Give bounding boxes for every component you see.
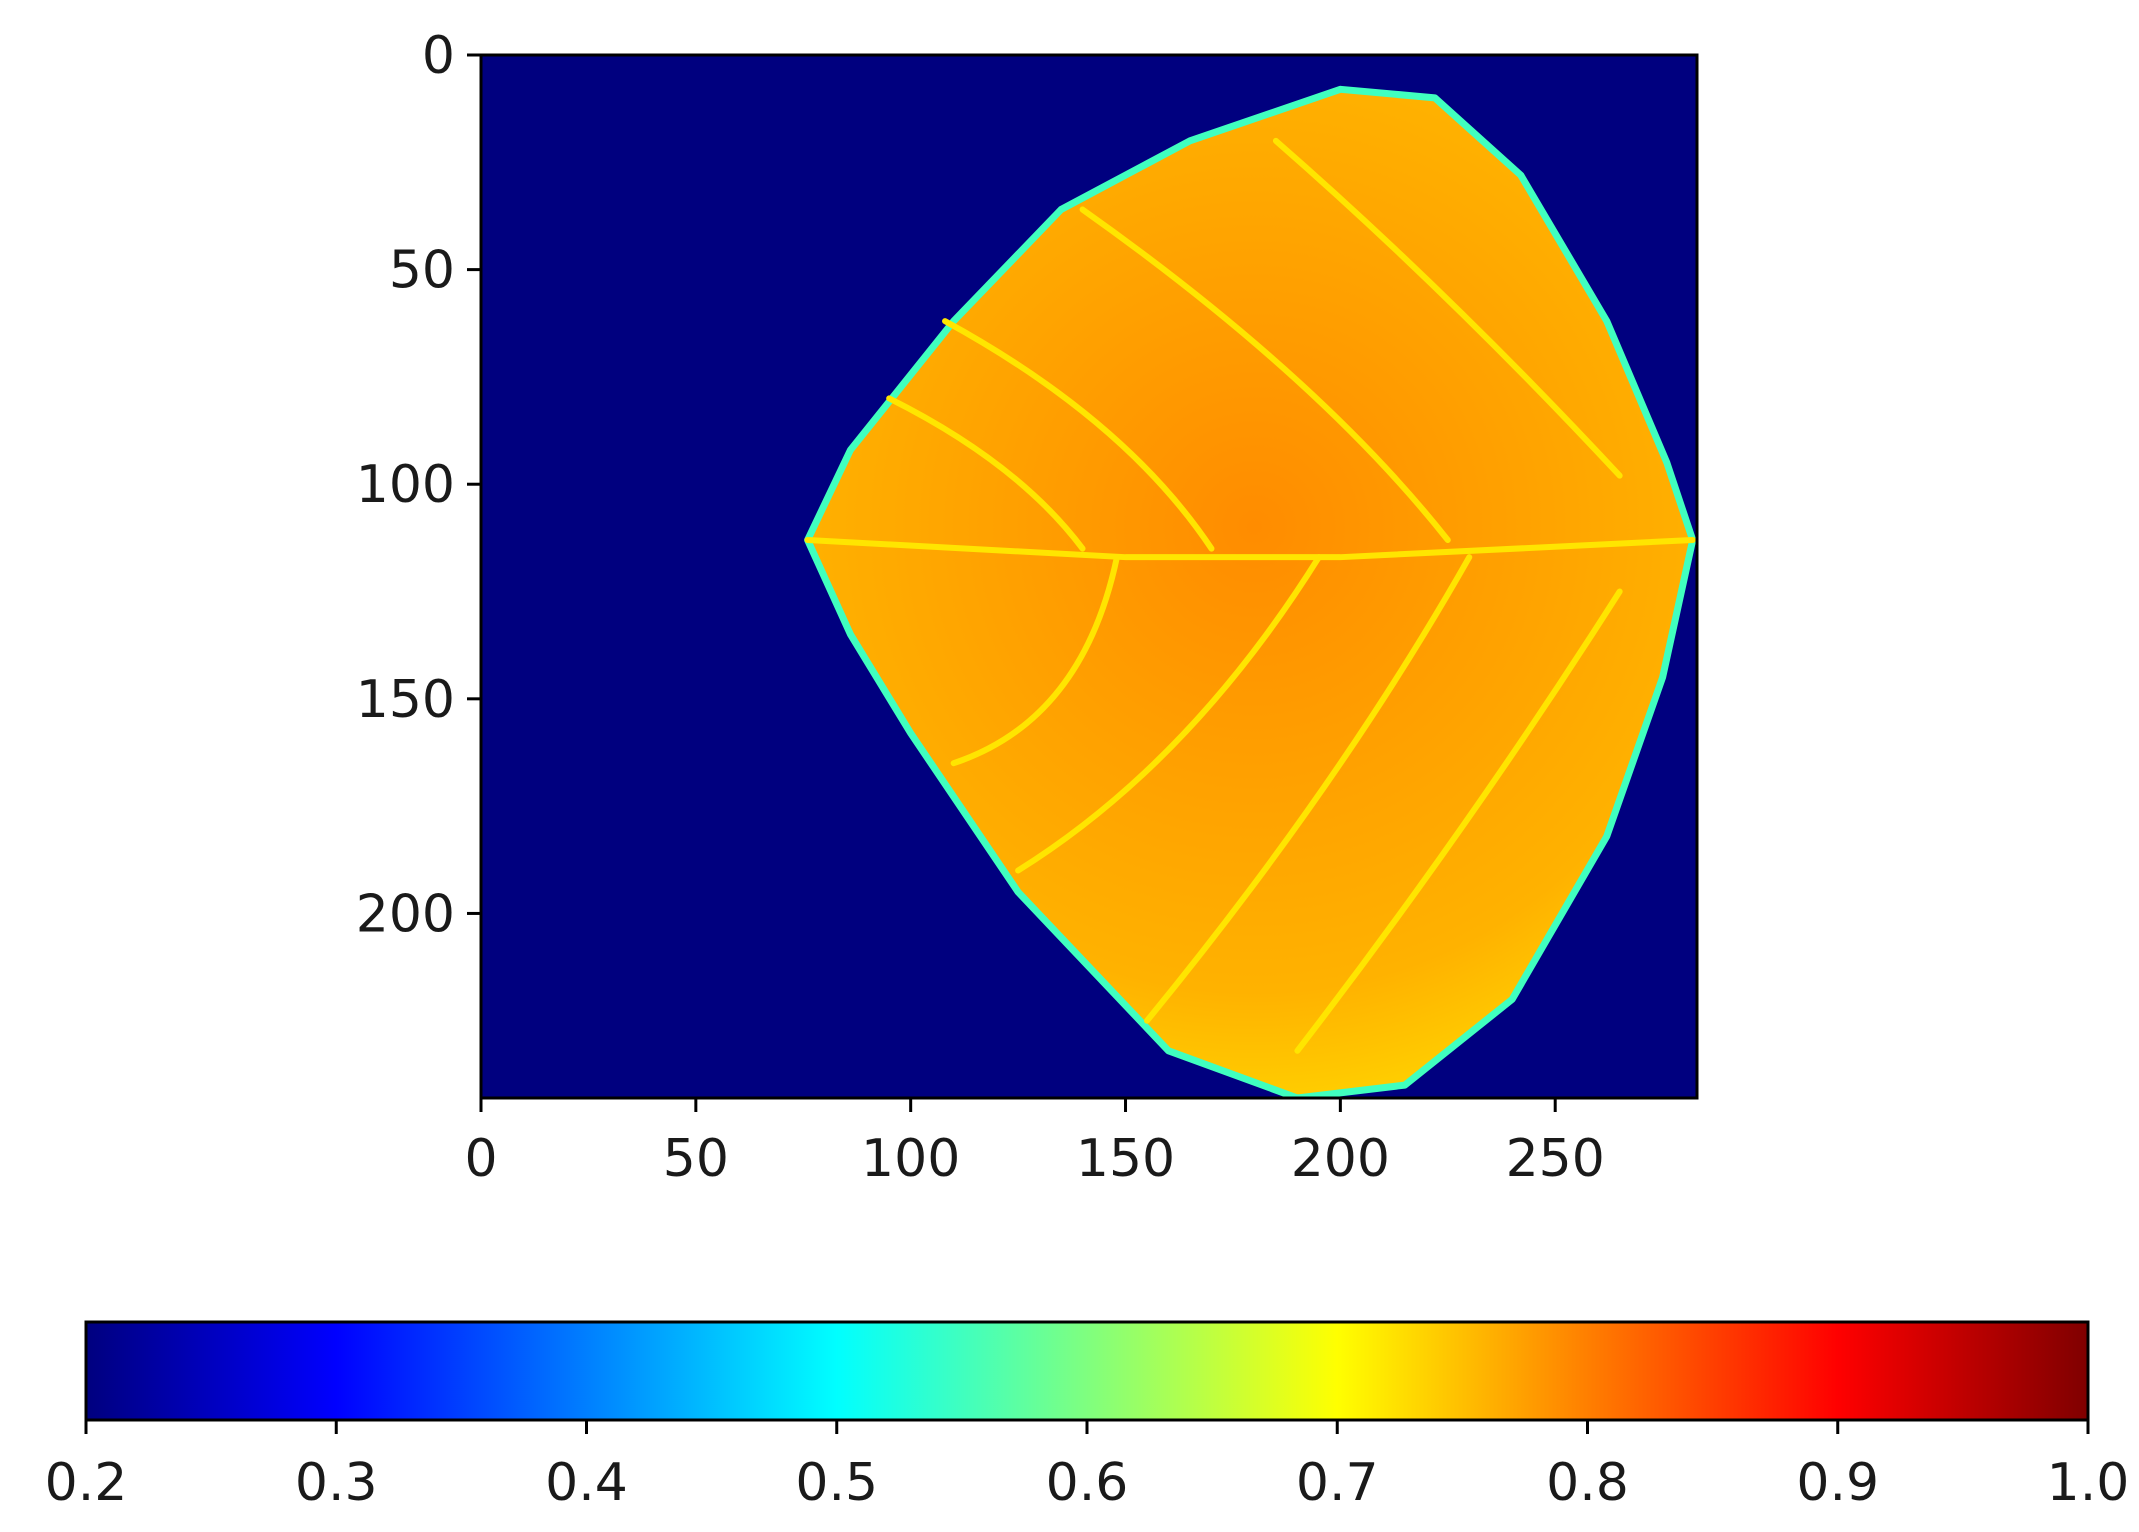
colorbar-tick-label: 0.7 bbox=[1296, 1453, 1379, 1513]
y-tick-label: 200 bbox=[356, 884, 455, 944]
leaf-vein-2 bbox=[1079, 206, 1451, 544]
x-tick-label: 0 bbox=[464, 1129, 497, 1189]
leaf-vein-5 bbox=[1015, 554, 1322, 874]
x-tick-label: 50 bbox=[663, 1129, 729, 1189]
colorbar-ticks: 0.2 0.3 0.4 0.5 0.6 0.7 0.8 0.9 1.0 bbox=[45, 1420, 2130, 1513]
y-axis: 0 50 100 150 200 bbox=[356, 26, 481, 944]
leaf-vein-0 bbox=[942, 318, 1215, 552]
x-tick-label: 150 bbox=[1076, 1129, 1175, 1189]
y-tick-label: 50 bbox=[389, 241, 455, 301]
leaf-vein-1 bbox=[886, 395, 1086, 552]
colorbar-gradient bbox=[84, 1320, 2090, 1422]
y-tick-label: 0 bbox=[422, 26, 455, 86]
colorbar-tick-label: 0.6 bbox=[1046, 1453, 1129, 1513]
leaf-vein-6 bbox=[1144, 554, 1473, 1024]
colorbar-tick-label: 0.3 bbox=[295, 1453, 378, 1513]
x-tick-label: 250 bbox=[1506, 1129, 1605, 1189]
colorbar-tick-label: 0.2 bbox=[45, 1453, 128, 1513]
x-axis: 0 50 100 150 200 250 bbox=[464, 1098, 1605, 1189]
y-tick-label: 150 bbox=[356, 670, 455, 730]
colorbar-tick-label: 0.8 bbox=[1546, 1453, 1629, 1513]
colorbar: 0.2 0.3 0.4 0.5 0.6 0.7 0.8 0.9 1.0 bbox=[45, 1320, 2130, 1513]
colorbar-tick-label: 0.9 bbox=[1796, 1453, 1879, 1513]
y-tick-label: 100 bbox=[356, 455, 455, 515]
x-tick-label: 100 bbox=[861, 1129, 960, 1189]
x-tick-label: 200 bbox=[1291, 1129, 1390, 1189]
leaf-vein-7 bbox=[1294, 588, 1623, 1054]
leaf-vein-4 bbox=[950, 554, 1120, 767]
plot-frame bbox=[479, 53, 1699, 1100]
colorbar-tick-label: 0.5 bbox=[795, 1453, 878, 1513]
heatmap-plot-area bbox=[479, 53, 1699, 1100]
colorbar-tick-label: 0.4 bbox=[545, 1453, 628, 1513]
leaf-vein-3 bbox=[1272, 137, 1623, 479]
leaf-image bbox=[804, 85, 1697, 1098]
leaf-midrib bbox=[804, 537, 1696, 561]
colorbar-tick-label: 1.0 bbox=[2047, 1453, 2130, 1513]
